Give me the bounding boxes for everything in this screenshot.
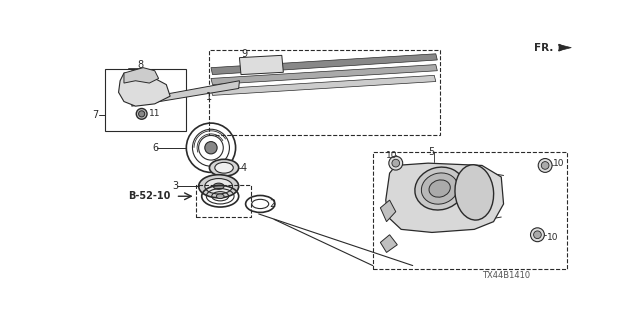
- Circle shape: [139, 111, 145, 117]
- Polygon shape: [211, 65, 437, 84]
- Polygon shape: [559, 44, 572, 51]
- Ellipse shape: [455, 165, 493, 220]
- Bar: [196, 185, 251, 217]
- Text: 8: 8: [138, 60, 144, 69]
- Ellipse shape: [209, 159, 239, 176]
- Text: 7: 7: [92, 110, 99, 120]
- Text: 10: 10: [547, 233, 558, 242]
- Text: 10: 10: [386, 151, 397, 160]
- Text: 10: 10: [553, 159, 564, 168]
- Text: 11: 11: [148, 109, 160, 118]
- Circle shape: [534, 231, 541, 239]
- Circle shape: [389, 156, 403, 170]
- Ellipse shape: [415, 167, 465, 210]
- Circle shape: [531, 228, 545, 242]
- Text: TX44B1410: TX44B1410: [482, 271, 530, 280]
- Text: 5: 5: [428, 147, 435, 157]
- Circle shape: [136, 108, 147, 119]
- Polygon shape: [118, 73, 170, 106]
- Ellipse shape: [215, 162, 234, 173]
- Polygon shape: [386, 163, 504, 232]
- Circle shape: [541, 162, 549, 169]
- Polygon shape: [132, 81, 239, 106]
- Polygon shape: [380, 200, 396, 222]
- Bar: [209, 50, 440, 135]
- Text: B-52-10: B-52-10: [128, 191, 170, 201]
- Text: 9: 9: [242, 49, 248, 59]
- Ellipse shape: [213, 183, 224, 189]
- Text: 2: 2: [269, 199, 276, 209]
- Bar: [105, 69, 186, 131]
- Text: 3: 3: [172, 181, 179, 191]
- Bar: [372, 152, 566, 269]
- Text: 6: 6: [152, 143, 159, 153]
- Polygon shape: [124, 68, 159, 83]
- Circle shape: [392, 159, 399, 167]
- Polygon shape: [211, 54, 437, 75]
- Ellipse shape: [198, 175, 239, 198]
- Polygon shape: [211, 75, 436, 95]
- Ellipse shape: [429, 180, 451, 197]
- Circle shape: [538, 158, 552, 172]
- Ellipse shape: [205, 179, 232, 194]
- Text: 1: 1: [206, 92, 212, 102]
- Polygon shape: [239, 55, 284, 75]
- Text: FR.: FR.: [534, 43, 554, 52]
- Text: 4: 4: [241, 163, 247, 173]
- Ellipse shape: [216, 194, 224, 198]
- Polygon shape: [380, 235, 397, 252]
- Ellipse shape: [421, 173, 458, 204]
- Circle shape: [205, 141, 217, 154]
